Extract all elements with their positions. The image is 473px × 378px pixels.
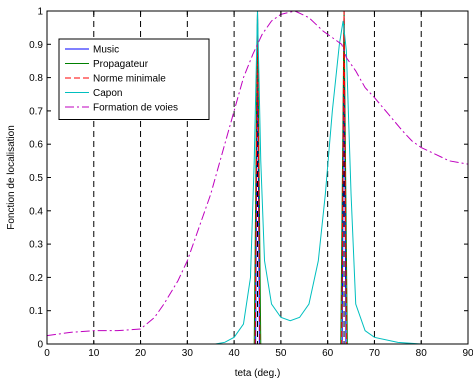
- x-tick-label: 60: [322, 348, 334, 359]
- y-axis-label: Fonction de localisation: [6, 125, 17, 230]
- x-tick-label: 20: [135, 348, 147, 359]
- y-tick-label: 0.3: [29, 240, 43, 251]
- y-tick-label: 0.9: [29, 40, 43, 51]
- x-tick-label: 80: [416, 348, 428, 359]
- series-line-4: [46, 10, 469, 337]
- x-tick-label: 70: [369, 348, 381, 359]
- legend-label-4: Formation de voies: [93, 103, 178, 114]
- series-line-2: [47, 10, 468, 345]
- x-tick-label: 50: [275, 348, 287, 359]
- x-tick-label: 0: [44, 348, 50, 359]
- y-axis-ticks: 0 0.1 0.2 0.3 0.4 0.5 0.6 0.7 0.8 0.9 1: [29, 7, 468, 351]
- x-tick-label: 30: [182, 348, 194, 359]
- legend-label-2: Norme minimale: [93, 74, 166, 85]
- y-tick-label: 0.7: [29, 106, 43, 117]
- x-axis-ticks: 0 10 20 30 40 50 60 70 80 90: [44, 11, 473, 359]
- y-tick-label: 0: [37, 340, 43, 351]
- series-line-3: [47, 10, 468, 345]
- y-tick-label: 0.4: [29, 206, 43, 217]
- y-tick-label: 0.2: [29, 273, 43, 284]
- x-tick-label: 90: [462, 348, 473, 359]
- legend-box: [58, 38, 210, 120]
- legend-label-0: Music: [93, 45, 119, 56]
- legend-label-1: Propagateur: [93, 59, 149, 70]
- y-tick-label: 0.8: [29, 73, 43, 84]
- y-tick-label: 0.5: [29, 173, 43, 184]
- x-tick-label: 40: [229, 348, 241, 359]
- legend: Music Propagateur Norme minimale Capon Forma…: [58, 38, 210, 120]
- y-tick-label: 0.6: [29, 140, 43, 151]
- y-tick-label: 1: [37, 7, 43, 18]
- y-tick-label: 0.1: [29, 306, 43, 317]
- x-tick-label: 10: [88, 348, 100, 359]
- x-axis-label: teta (deg.): [235, 368, 281, 378]
- legend-label-3: Capon: [93, 88, 122, 99]
